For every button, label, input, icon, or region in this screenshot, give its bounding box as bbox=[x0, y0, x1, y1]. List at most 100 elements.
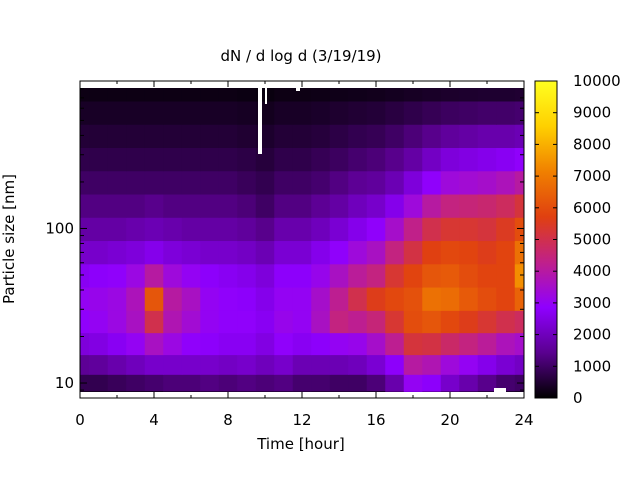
heatmap-cell bbox=[329, 332, 349, 356]
heatmap-cell bbox=[89, 286, 109, 311]
heatmap-cell bbox=[218, 332, 238, 356]
x-tick-label: 8 bbox=[223, 411, 233, 429]
heatmap-cell bbox=[237, 100, 257, 125]
heatmap-cell bbox=[89, 240, 109, 265]
heatmap-cell bbox=[440, 354, 460, 375]
heatmap-cell bbox=[329, 374, 349, 392]
heatmap-cell bbox=[292, 217, 312, 242]
heatmap-cell bbox=[311, 124, 331, 148]
heatmap-cell bbox=[403, 217, 423, 242]
heatmap-cell bbox=[459, 240, 479, 265]
heatmap-cell bbox=[422, 263, 442, 288]
heatmap-cell bbox=[144, 286, 164, 311]
heatmap-cell bbox=[218, 354, 238, 375]
heatmap-cell bbox=[459, 100, 479, 125]
heatmap-cell bbox=[292, 170, 312, 195]
heatmap-cell bbox=[366, 263, 386, 288]
heatmap-cell bbox=[274, 374, 294, 392]
heatmap-cell bbox=[292, 100, 312, 125]
heatmap-cell bbox=[385, 147, 405, 172]
heatmap-cell bbox=[80, 147, 90, 172]
heatmap-cell bbox=[126, 332, 146, 356]
heatmap-cell bbox=[163, 193, 183, 218]
heatmap-cell bbox=[459, 354, 479, 375]
heatmap-cell bbox=[477, 286, 497, 311]
heatmap-cell bbox=[80, 81, 90, 102]
heatmap-cell bbox=[514, 286, 524, 311]
heatmap-cell bbox=[255, 286, 275, 311]
heatmap-cell bbox=[80, 217, 90, 242]
x-axis-title: Time [hour] bbox=[256, 435, 345, 453]
heatmap-cell bbox=[218, 100, 238, 125]
heatmap-cell bbox=[218, 193, 238, 218]
heatmap-cell bbox=[218, 170, 238, 195]
heatmap-cell bbox=[477, 354, 497, 375]
x-tick-label: 16 bbox=[366, 411, 385, 429]
heatmap-cell bbox=[237, 263, 257, 288]
heatmap-cell bbox=[366, 286, 386, 311]
heatmap-cell bbox=[163, 240, 183, 265]
heatmap-cell bbox=[237, 374, 257, 392]
heatmap-cell bbox=[181, 240, 201, 265]
heatmap-cell bbox=[329, 124, 349, 148]
heatmap-cell bbox=[385, 100, 405, 125]
heatmap-cell bbox=[89, 310, 109, 334]
heatmap-cell bbox=[107, 263, 127, 288]
heatmap-cell bbox=[255, 354, 275, 375]
heatmap-cell bbox=[163, 332, 183, 356]
heatmap-cell bbox=[496, 100, 516, 125]
heatmap-cell bbox=[218, 310, 238, 334]
heatmap-cell bbox=[200, 170, 220, 195]
heatmap-cell bbox=[366, 332, 386, 356]
heatmap-cell bbox=[144, 147, 164, 172]
heatmap-cell bbox=[89, 124, 109, 148]
y-axis-title: Particle size [nm] bbox=[0, 174, 18, 304]
heatmap-cell bbox=[366, 193, 386, 218]
heatmap-cell bbox=[181, 193, 201, 218]
heatmap-cell bbox=[496, 193, 516, 218]
heatmap-cell bbox=[274, 147, 294, 172]
heatmap-cell bbox=[348, 332, 368, 356]
heatmap-cell bbox=[163, 217, 183, 242]
heatmap-cell bbox=[385, 374, 405, 392]
heatmap-cell bbox=[348, 310, 368, 334]
heatmap-cell bbox=[255, 170, 275, 195]
colorbar: 0 1000 2000 3000 4000 5000 6000 7000 8000 9000 100… bbox=[534, 72, 621, 407]
heatmap-cell bbox=[496, 240, 516, 265]
heatmap-cell bbox=[385, 170, 405, 195]
heatmap-cell bbox=[496, 332, 516, 356]
heatmap-cell bbox=[440, 124, 460, 148]
heatmap-cell bbox=[274, 100, 294, 125]
data-gap bbox=[258, 88, 262, 154]
heatmap-cell bbox=[514, 332, 524, 356]
heatmap-cell bbox=[348, 193, 368, 218]
heatmap-cell bbox=[144, 240, 164, 265]
heatmap-cell bbox=[422, 374, 442, 392]
heatmap-cell bbox=[329, 263, 349, 288]
heatmap-cell bbox=[311, 240, 331, 265]
heatmap-cell bbox=[107, 332, 127, 356]
heatmap-cell bbox=[311, 354, 331, 375]
heatmap-cell bbox=[80, 310, 90, 334]
heatmap-cell bbox=[89, 263, 109, 288]
heatmap-cell bbox=[181, 286, 201, 311]
heatmap-cell bbox=[477, 193, 497, 218]
heatmap-cell bbox=[477, 240, 497, 265]
heatmap-cell bbox=[311, 310, 331, 334]
heatmap-cell bbox=[181, 354, 201, 375]
heatmap-cell bbox=[385, 354, 405, 375]
heatmap-cell bbox=[385, 332, 405, 356]
heatmap-cell bbox=[80, 354, 90, 375]
colorbar-tick-label: 2000 bbox=[573, 326, 611, 344]
heatmap-cell bbox=[440, 310, 460, 334]
heatmap-cell bbox=[477, 263, 497, 288]
heatmap-cell bbox=[403, 310, 423, 334]
heatmap-cell bbox=[403, 124, 423, 148]
colorbar-tick-label: 4000 bbox=[573, 262, 611, 280]
heatmap-cell bbox=[89, 354, 109, 375]
data-gap bbox=[296, 88, 300, 91]
heatmap-cell bbox=[311, 100, 331, 125]
heatmap-cell bbox=[107, 217, 127, 242]
heatmap-cell bbox=[459, 286, 479, 311]
heatmap-cell bbox=[200, 374, 220, 392]
